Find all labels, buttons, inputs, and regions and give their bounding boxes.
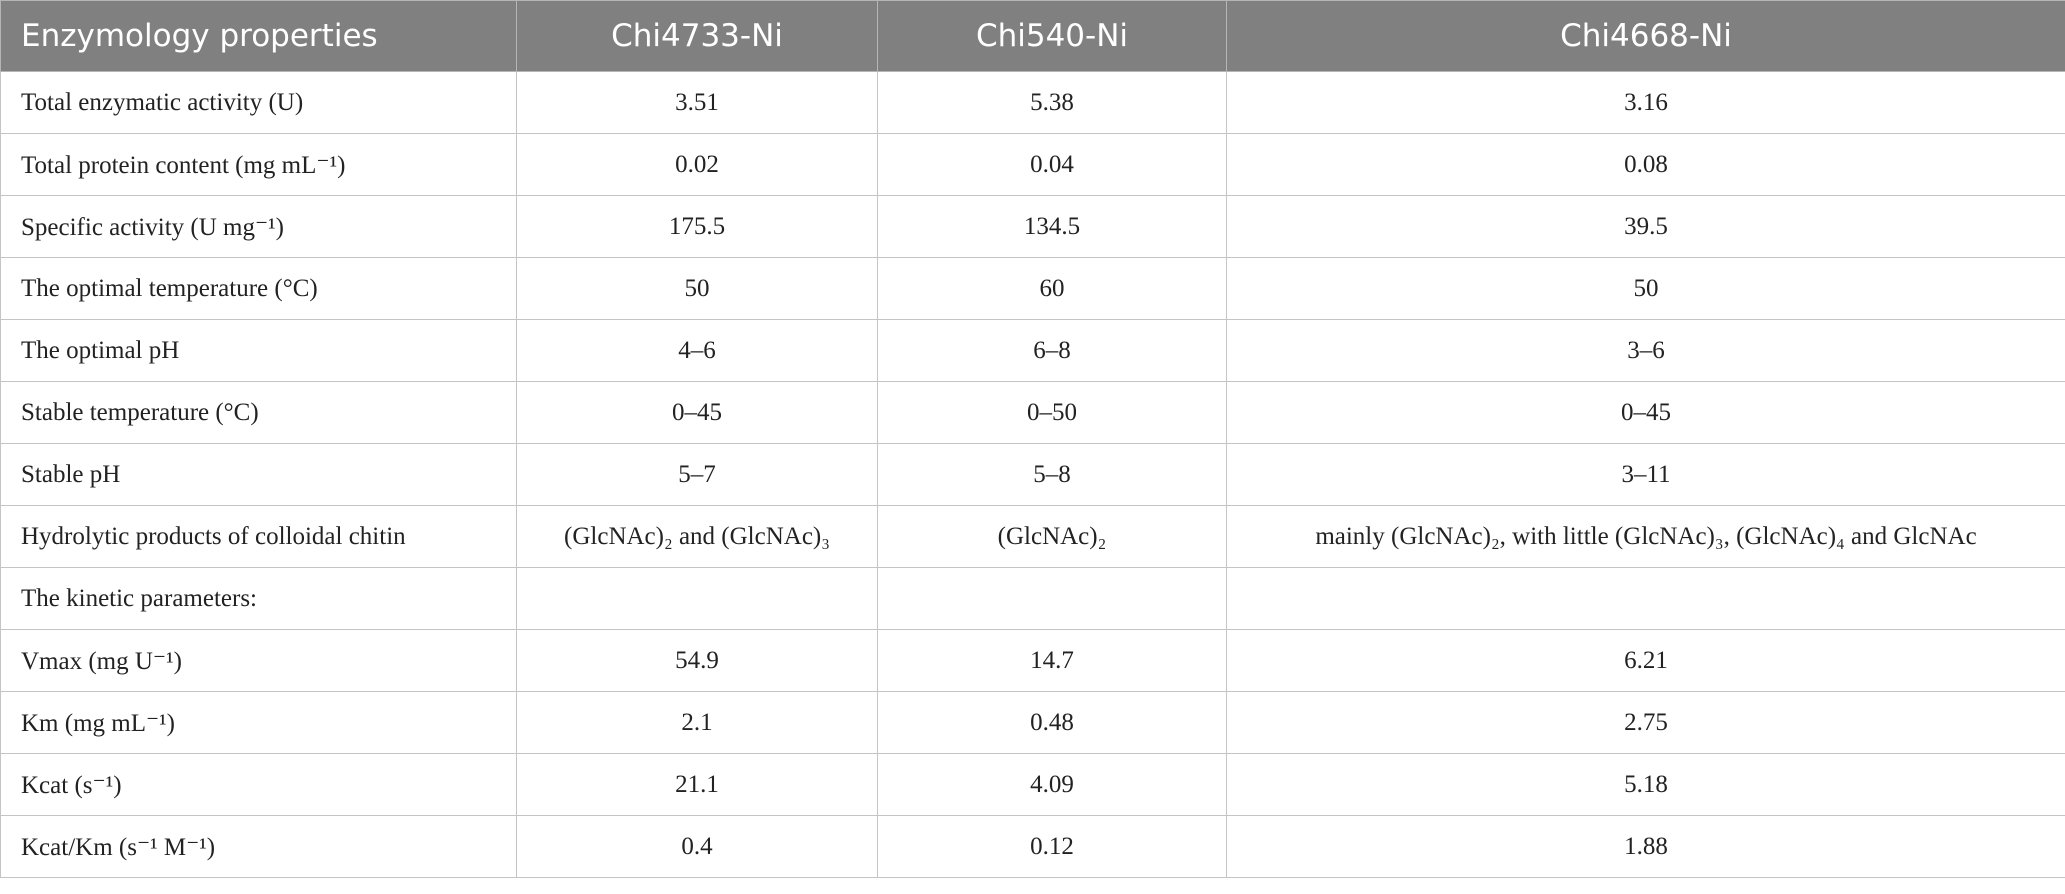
cell: 3–11 bbox=[1226, 443, 2065, 506]
cell: 2.1 bbox=[516, 691, 878, 754]
row-label: Kcat (s⁻¹) bbox=[0, 753, 517, 816]
table-row: Vmax (mg U⁻¹) 54.9 14.7 6.21 bbox=[0, 629, 2065, 692]
table-row: Total protein content (mg mL⁻¹) 0.02 0.04 0… bbox=[0, 133, 2065, 196]
cell: 5.38 bbox=[877, 71, 1227, 134]
table-row: Total enzymatic activity (U) 3.51 5.38 3.16 bbox=[0, 71, 2065, 134]
cell: 6–8 bbox=[877, 319, 1227, 382]
cell: 50 bbox=[1226, 257, 2065, 320]
cell: 0.4 bbox=[516, 815, 878, 878]
cell: 0–45 bbox=[1226, 381, 2065, 444]
cell: 134.5 bbox=[877, 195, 1227, 258]
header-cell: Chi4733-Ni bbox=[516, 0, 878, 72]
table-row: Km (mg mL⁻¹) 2.1 0.48 2.75 bbox=[0, 691, 2065, 754]
header-cell: Chi4668-Ni bbox=[1226, 0, 2065, 72]
row-label: Total enzymatic activity (U) bbox=[0, 71, 517, 134]
table-row: Stable pH 5–7 5–8 3–11 bbox=[0, 443, 2065, 506]
cell: 39.5 bbox=[1226, 195, 2065, 258]
cell: (GlcNAc)₂ bbox=[877, 505, 1227, 568]
row-label: Stable pH bbox=[0, 443, 517, 506]
row-label: Specific activity (U mg⁻¹) bbox=[0, 195, 517, 258]
table-row: Kcat/Km (s⁻¹ M⁻¹) 0.4 0.12 1.88 bbox=[0, 815, 2065, 878]
cell: 3.16 bbox=[1226, 71, 2065, 134]
table-row: Specific activity (U mg⁻¹) 175.5 134.5 39.5 bbox=[0, 195, 2065, 258]
table-row: The kinetic parameters: bbox=[0, 567, 2065, 630]
cell: 5–7 bbox=[516, 443, 878, 506]
header-cell: Chi540-Ni bbox=[877, 0, 1227, 72]
cell: 0.12 bbox=[877, 815, 1227, 878]
table-row: The optimal temperature (°C) 50 60 50 bbox=[0, 257, 2065, 320]
header-row: Enzymology properties Chi4733-Ni Chi540-Ni… bbox=[0, 0, 2065, 72]
cell: 4.09 bbox=[877, 753, 1227, 816]
cell: 175.5 bbox=[516, 195, 878, 258]
cell: 0.02 bbox=[516, 133, 878, 196]
row-label: The kinetic parameters: bbox=[0, 567, 517, 630]
cell: 54.9 bbox=[516, 629, 878, 692]
cell: 0–50 bbox=[877, 381, 1227, 444]
empty-cell bbox=[1226, 567, 2065, 630]
table-row: Stable temperature (°C) 0–45 0–50 0–45 bbox=[0, 381, 2065, 444]
cell: 21.1 bbox=[516, 753, 878, 816]
cell: 50 bbox=[516, 257, 878, 320]
cell: 0.48 bbox=[877, 691, 1227, 754]
table-body: Total enzymatic activity (U) 3.51 5.38 3.16… bbox=[0, 71, 2065, 878]
row-label: Km (mg mL⁻¹) bbox=[0, 691, 517, 754]
cell: 1.88 bbox=[1226, 815, 2065, 878]
cell: 0.04 bbox=[877, 133, 1227, 196]
cell: 60 bbox=[877, 257, 1227, 320]
row-label: Stable temperature (°C) bbox=[0, 381, 517, 444]
row-label: Kcat/Km (s⁻¹ M⁻¹) bbox=[0, 815, 517, 878]
row-label: Hydrolytic products of colloidal chitin bbox=[0, 505, 517, 568]
row-label: Total protein content (mg mL⁻¹) bbox=[0, 133, 517, 196]
table-row: The optimal pH 4–6 6–8 3–6 bbox=[0, 319, 2065, 382]
empty-cell bbox=[877, 567, 1227, 630]
row-label: Vmax (mg U⁻¹) bbox=[0, 629, 517, 692]
cell: 3–6 bbox=[1226, 319, 2065, 382]
empty-cell bbox=[516, 567, 878, 630]
header-cell: Enzymology properties bbox=[0, 0, 517, 72]
row-label: The optimal pH bbox=[0, 319, 517, 382]
cell: 0.08 bbox=[1226, 133, 2065, 196]
cell: 4–6 bbox=[516, 319, 878, 382]
cell: 3.51 bbox=[516, 71, 878, 134]
cell: mainly (GlcNAc)₂, with little (GlcNAc)₃,… bbox=[1226, 505, 2065, 568]
row-label: The optimal temperature (°C) bbox=[0, 257, 517, 320]
cell: 5.18 bbox=[1226, 753, 2065, 816]
cell: 2.75 bbox=[1226, 691, 2065, 754]
cell: 6.21 bbox=[1226, 629, 2065, 692]
cell: 14.7 bbox=[877, 629, 1227, 692]
cell: 0–45 bbox=[516, 381, 878, 444]
cell: 5–8 bbox=[877, 443, 1227, 506]
cell: (GlcNAc)₂ and (GlcNAc)₃ bbox=[516, 505, 878, 568]
table-row: Kcat (s⁻¹) 21.1 4.09 5.18 bbox=[0, 753, 2065, 816]
table-row: Hydrolytic products of colloidal chitin(… bbox=[0, 505, 2065, 568]
